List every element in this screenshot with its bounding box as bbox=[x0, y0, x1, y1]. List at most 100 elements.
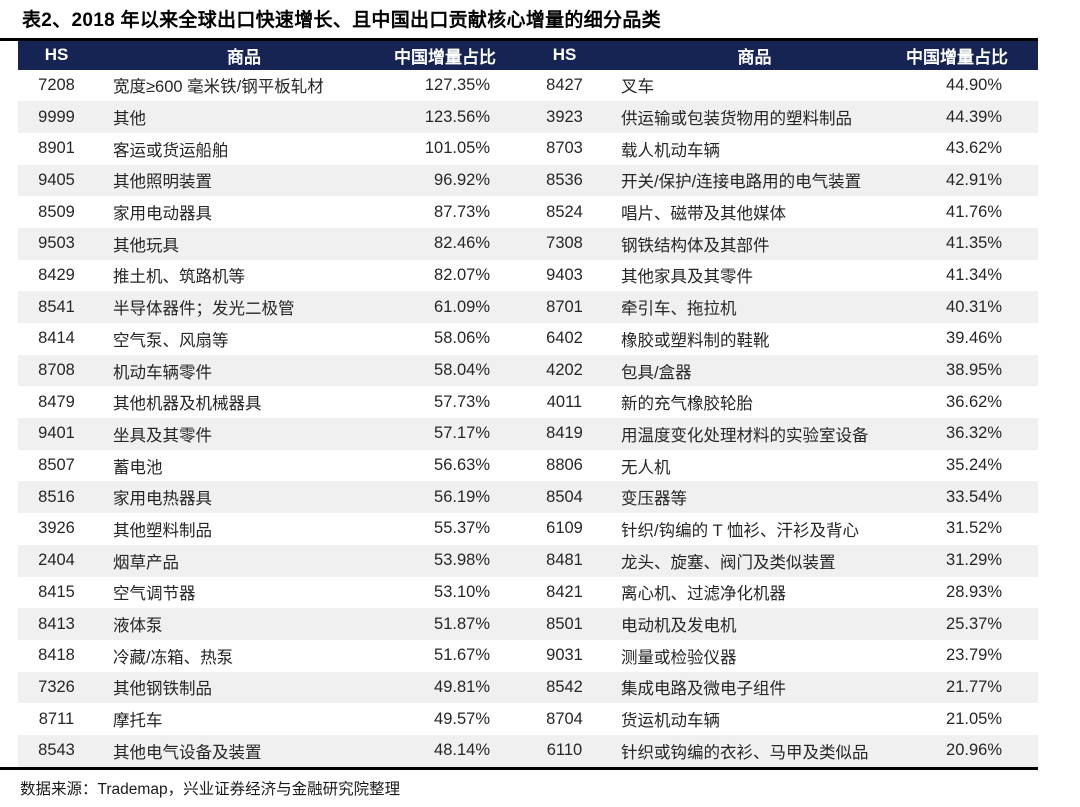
product-cell: 包具/盒器 bbox=[621, 363, 692, 382]
hs-cell: 8704 bbox=[546, 709, 583, 728]
hs-cell: 8543 bbox=[38, 741, 75, 760]
hs-cell: 8507 bbox=[38, 456, 75, 475]
hs-cell: 9503 bbox=[38, 234, 75, 253]
share-cell: 87.73% bbox=[434, 202, 490, 221]
table-row: 8541 半导体器件；发光二极管 61.09% 8701 牵引车、拖拉机 40.31% bbox=[18, 291, 1038, 323]
product-cell: 半导体器件；发光二极管 bbox=[113, 300, 295, 319]
header-share-right: 中国增量占比 bbox=[906, 40, 1038, 70]
table-row: 8708 机动车辆零件 58.04% 4202 包具/盒器 38.95% bbox=[18, 354, 1038, 387]
hs-cell: 8524 bbox=[546, 202, 583, 221]
share-cell: 28.93% bbox=[946, 582, 1002, 601]
product-cell: 空气泵、风扇等 bbox=[113, 331, 229, 350]
hs-cell: 7308 bbox=[546, 234, 583, 253]
hs-cell: 6109 bbox=[546, 519, 583, 538]
product-cell: 客运或货运船舶 bbox=[113, 141, 229, 160]
product-cell: 新的充气橡胶轮胎 bbox=[621, 395, 753, 414]
table-row: 8711 摩托车 49.57% 8704 货运机动车辆 21.05% bbox=[18, 703, 1038, 735]
hs-cell: 9031 bbox=[546, 646, 583, 665]
header-product-right: 商品 bbox=[603, 40, 906, 70]
hs-cell: 2404 bbox=[38, 551, 75, 570]
hs-cell: 8413 bbox=[38, 614, 75, 633]
hs-cell: 8415 bbox=[38, 582, 75, 601]
table-body: 7208 宽度≥600 毫米铁/钢平板轧材 127.35% 8427 叉车 44.90% 9… bbox=[18, 70, 1038, 767]
table-row: 8479 其他机器及机械器具 57.73% 4011 新的充气橡胶轮胎 36.62% bbox=[18, 386, 1038, 418]
share-cell: 41.76% bbox=[946, 202, 1002, 221]
hs-cell: 3926 bbox=[38, 519, 75, 538]
table-row: 7208 宽度≥600 毫米铁/钢平板轧材 127.35% 8427 叉车 44.90% bbox=[18, 70, 1038, 102]
share-cell: 49.57% bbox=[434, 709, 490, 728]
product-cell: 货运机动车辆 bbox=[621, 712, 720, 731]
product-cell: 烟草产品 bbox=[113, 553, 179, 572]
hs-cell: 7326 bbox=[38, 677, 75, 696]
share-cell: 21.05% bbox=[946, 709, 1002, 728]
product-cell: 针织或钩编的衣衫、马甲及类似品 bbox=[621, 743, 869, 762]
product-cell: 机动车辆零件 bbox=[113, 363, 212, 382]
share-cell: 127.35% bbox=[424, 75, 490, 94]
hs-cell: 8479 bbox=[38, 392, 75, 411]
product-cell: 其他钢铁制品 bbox=[113, 680, 212, 699]
hs-cell: 9999 bbox=[38, 107, 75, 126]
share-cell: 56.63% bbox=[434, 456, 490, 475]
share-cell: 82.46% bbox=[434, 234, 490, 253]
product-cell: 开关/保护/连接电路用的电气装置 bbox=[621, 173, 862, 192]
header-product-left: 商品 bbox=[95, 40, 393, 70]
product-cell: 橡胶或塑料制的鞋靴 bbox=[621, 331, 770, 350]
hs-cell: 8419 bbox=[546, 424, 583, 443]
share-cell: 55.37% bbox=[434, 519, 490, 538]
hs-cell: 8708 bbox=[38, 361, 75, 380]
product-cell: 唱片、磁带及其他媒体 bbox=[621, 205, 786, 224]
product-cell: 坐具及其零件 bbox=[113, 426, 212, 445]
product-cell: 家用电热器具 bbox=[113, 490, 212, 509]
hs-cell: 7208 bbox=[38, 75, 75, 94]
hs-cell: 4202 bbox=[546, 361, 583, 380]
product-cell: 载人机动车辆 bbox=[621, 141, 720, 160]
table-row: 2404 烟草产品 53.98% 8481 龙头、旋塞、阀门及类似装置 31.29% bbox=[18, 544, 1038, 577]
hs-cell: 8501 bbox=[546, 614, 583, 633]
header-hs-left: HS bbox=[18, 40, 95, 70]
hs-cell: 8418 bbox=[38, 646, 75, 665]
hs-cell: 4011 bbox=[546, 392, 583, 411]
table-row: 9999 其他 123.56% 3923 供运输或包装货物用的塑料制品 44.39% bbox=[18, 101, 1038, 133]
table-row: 8429 推土机、筑路机等 82.07% 9403 其他家具及其零件 41.34% bbox=[18, 260, 1038, 292]
share-cell: 39.46% bbox=[946, 329, 1002, 348]
hs-cell: 8541 bbox=[38, 297, 75, 316]
share-cell: 44.90% bbox=[946, 75, 1002, 94]
share-cell: 25.37% bbox=[946, 614, 1002, 633]
hs-cell: 9403 bbox=[546, 265, 583, 284]
product-cell: 其他 bbox=[113, 110, 146, 129]
hs-cell: 9401 bbox=[38, 424, 75, 443]
share-cell: 41.35% bbox=[946, 234, 1002, 253]
table-row: 8509 家用电动器具 87.73% 8524 唱片、磁带及其他媒体 41.76% bbox=[18, 196, 1038, 228]
hs-cell: 8427 bbox=[546, 75, 583, 94]
share-cell: 56.19% bbox=[434, 487, 490, 506]
hs-cell: 8701 bbox=[546, 297, 583, 316]
hs-cell: 8414 bbox=[38, 329, 75, 348]
share-cell: 43.62% bbox=[946, 139, 1002, 158]
table-title: 表2、2018 年以来全球出口快速增长、且中国出口贡献核心增量的细分品类 bbox=[22, 10, 661, 31]
share-cell: 58.06% bbox=[434, 329, 490, 348]
share-cell: 41.34% bbox=[946, 265, 1002, 284]
hs-cell: 8806 bbox=[546, 456, 583, 475]
table-row: 9503 其他玩具 82.46% 7308 钢铁结构体及其部件 41.35% bbox=[18, 227, 1038, 260]
share-cell: 101.05% bbox=[424, 139, 490, 158]
hs-cell: 8901 bbox=[38, 139, 75, 158]
share-cell: 96.92% bbox=[434, 170, 490, 189]
share-cell: 23.79% bbox=[946, 646, 1002, 665]
hs-cell: 8711 bbox=[38, 709, 75, 728]
share-cell: 36.32% bbox=[946, 424, 1002, 443]
hs-cell: 8542 bbox=[546, 677, 583, 696]
table-bottom-divider bbox=[0, 766, 1038, 770]
product-cell: 叉车 bbox=[621, 78, 654, 97]
product-cell: 摩托车 bbox=[113, 712, 163, 731]
share-cell: 31.52% bbox=[946, 519, 1002, 538]
hs-cell: 8516 bbox=[38, 487, 75, 506]
share-cell: 57.73% bbox=[434, 392, 490, 411]
title-divider bbox=[0, 38, 1038, 41]
product-cell: 冷藏/冻箱、热泵 bbox=[113, 648, 234, 667]
table-row: 8901 客运或货运船舶 101.05% 8703 载人机动车辆 43.62% bbox=[18, 133, 1038, 165]
product-cell: 其他机器及机械器具 bbox=[113, 395, 262, 414]
table-row: 8415 空气调节器 53.10% 8421 离心机、过滤净化机器 28.93% bbox=[18, 577, 1038, 609]
product-cell: 其他塑料制品 bbox=[113, 521, 212, 540]
product-cell: 用温度变化处理材料的实验室设备 bbox=[621, 426, 869, 445]
